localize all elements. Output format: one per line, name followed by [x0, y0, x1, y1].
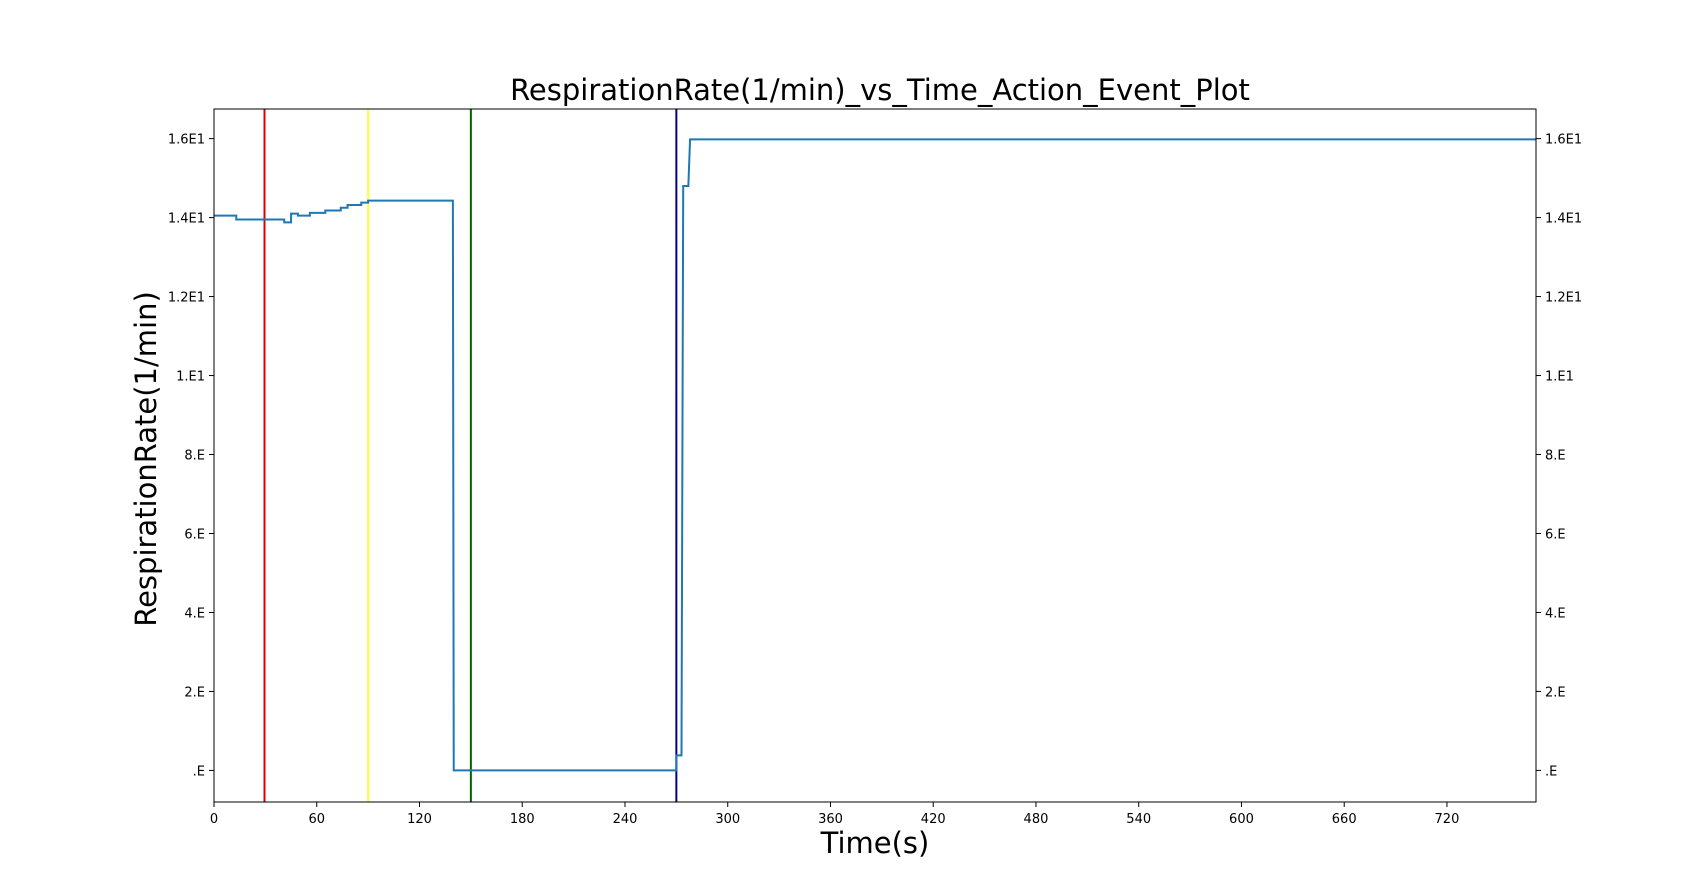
y-tick-label-right-6: 1.2E1: [1545, 291, 1582, 306]
y-tick-label-left-0: .E: [193, 764, 205, 779]
y-tick-label-right-1: 2.E: [1545, 685, 1566, 700]
x-tick-label-600: 600: [1229, 812, 1254, 827]
y-tick-label-left-5: 1.E1: [176, 370, 205, 385]
x-tick-label-60: 60: [308, 812, 325, 827]
y-tick-label-right-0: .E: [1545, 764, 1557, 779]
y-tick-label-left-7: 1.4E1: [168, 212, 205, 227]
x-tick-label-540: 540: [1126, 812, 1151, 827]
x-tick-label-420: 420: [921, 812, 946, 827]
x-tick-label-120: 120: [407, 812, 432, 827]
x-tick-label-180: 180: [510, 812, 535, 827]
y-axis-title: RespirationRate(1/min): [129, 291, 163, 627]
x-tick-label-720: 720: [1435, 812, 1460, 827]
y-tick-label-right-3: 6.E: [1545, 527, 1566, 542]
x-tick-label-660: 660: [1332, 812, 1357, 827]
y-tick-label-left-1: 2.E: [184, 685, 205, 700]
y-tick-label-right-4: 8.E: [1545, 449, 1566, 464]
plot-area: 0 60 120 180 240 300 360 420 480 540 600 660 720 .E .E…: [168, 108, 1582, 827]
x-tick-label-360: 360: [818, 812, 843, 827]
x-tick-label-300: 300: [715, 812, 740, 827]
y-tick-label-left-2: 4.E: [184, 606, 205, 621]
y-tick-label-right-7: 1.4E1: [1545, 212, 1582, 227]
y-tick-label-right-8: 1.6E1: [1545, 133, 1582, 148]
series-line-0: [214, 138, 1536, 772]
chart-title: RespirationRate(1/min)_vs_Time_Action_Ev…: [510, 73, 1250, 107]
x-tick-label-0: 0: [210, 812, 218, 827]
y-tick-label-left-4: 8.E: [184, 449, 205, 464]
x-tick-label-240: 240: [613, 812, 638, 827]
plot-frame: [213, 108, 1537, 803]
x-axis-title: Time(s): [820, 826, 930, 860]
y-tick-label-left-8: 1.6E1: [168, 133, 205, 148]
y-tick-label-left-6: 1.2E1: [168, 291, 205, 306]
y-tick-label-right-2: 4.E: [1545, 606, 1566, 621]
y-tick-label-left-3: 6.E: [184, 527, 205, 542]
y-tick-label-right-5: 1.E1: [1545, 370, 1574, 385]
x-tick-label-480: 480: [1024, 812, 1049, 827]
